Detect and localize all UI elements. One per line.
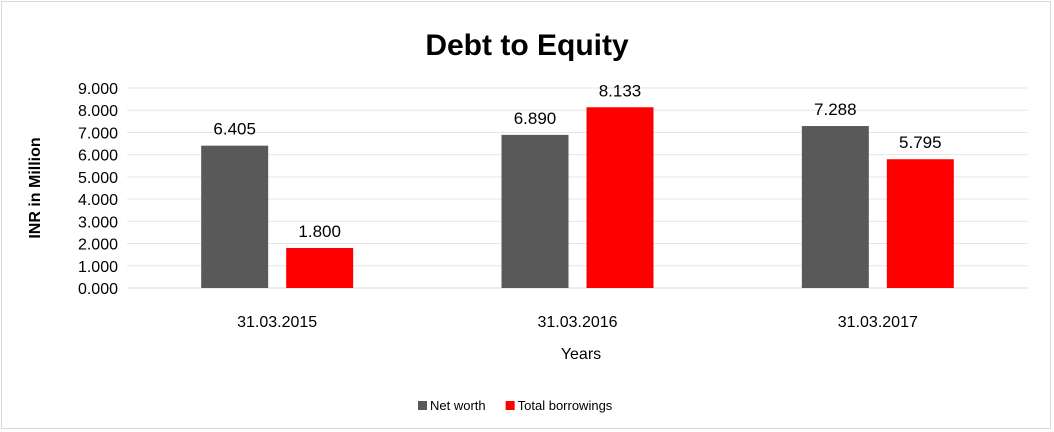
x-tick-label: 31.03.2017 [838,314,918,331]
data-label: 7.288 [814,100,857,119]
chart-title: Debt to Equity [425,29,629,62]
y-tick-label: 6.000 [78,148,118,165]
bar-total-borrowings [286,248,354,288]
y-tick-label: 5.000 [78,170,118,187]
y-tick-label: 1.000 [78,259,118,276]
y-tick-label: 4.000 [78,192,118,209]
legend-swatch [505,401,515,410]
bar-net-worth [801,126,869,289]
bar-total-borrowings [586,107,654,289]
data-label: 6.890 [514,109,557,128]
legend-label: Total borrowings [518,398,613,413]
data-label: 5.795 [899,133,942,152]
y-tick-label: 0.000 [78,281,118,298]
x-tick-label: 31.03.2015 [237,314,317,331]
x-tick-label: 31.03.2016 [537,314,617,331]
data-label: 1.800 [298,222,341,241]
legend-swatch [418,401,427,410]
bar-net-worth [201,145,269,288]
x-axis-label: Years [561,346,601,363]
bar-net-worth [501,134,569,288]
y-tick-label: 8.000 [78,103,118,120]
y-tick-label: 7.000 [78,125,118,142]
data-label: 6.405 [213,120,256,139]
x-axis-ticks: 31.03.2015 31.03.2016 31.03.2017 [237,314,918,331]
y-axis-label: INR in Million [27,137,44,238]
y-tick-label: 9.000 [78,81,118,98]
y-tick-label: 3.000 [78,214,118,231]
legend-label: Net worth [430,398,486,413]
legend: Net worth Total borrowings [418,398,613,413]
y-tick-label: 2.000 [78,237,118,254]
data-label: 8.133 [599,81,642,100]
bar-total-borrowings [886,159,954,288]
bars: 6.405 1.800 6.890 8.133 7.288 5.795 [201,81,954,289]
y-axis-ticks: 0.000 1.000 2.000 3.000 4.000 5.000 6.000 7.000… [78,81,118,298]
gridlines [127,87,1028,289]
